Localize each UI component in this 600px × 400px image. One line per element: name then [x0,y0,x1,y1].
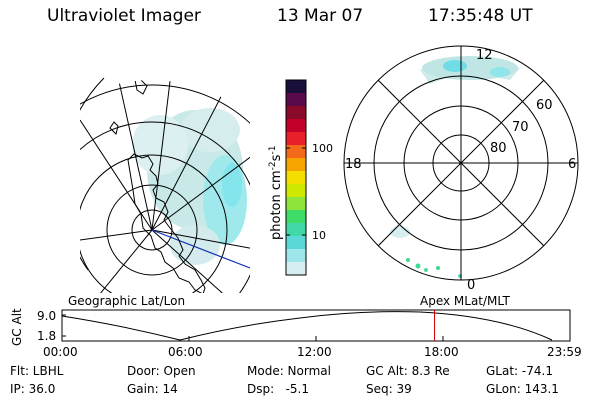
altitude-ytick-9: 9.0 [37,309,56,323]
gain-value: Gain: 14 [127,382,178,396]
altitude-xtick-06: 06:00 [168,345,203,359]
colorbar-scale [286,80,306,276]
altitude-xtick-2359: 23:59 [547,345,582,359]
colorbar-cell [286,145,306,159]
geographic-map [80,77,250,293]
gc-alt-value: GC Alt: 8.3 Re [366,364,450,378]
altitude-xtick-marks [61,336,571,341]
door-value: Door: Open [127,364,196,378]
colorbar-cell [286,236,306,250]
mode-value: Mode: Normal [247,364,331,378]
altitude-xtick-00: 00:00 [43,345,78,359]
colorbar-tick-100: 100 [312,142,333,155]
colorbar-cell [286,184,306,198]
colorbar-cell [286,132,306,146]
mlat-label-70: 70 [512,120,529,135]
altitude-ytick-1-8: 1.8 [37,329,56,343]
geo-terminator-line [151,229,250,269]
polar-diagonal-2 [377,79,545,247]
mlt-label-12: 12 [476,48,493,63]
colorbar-cell [286,119,306,133]
polar-panel-caption: Apex MLat/MLT [420,294,510,308]
geo-aurora-emission [132,108,247,265]
dsp-value: Dsp: -5.1 [247,382,310,396]
polar-aurora-emission [390,56,520,278]
colorbar-cell [286,249,306,263]
colorbar: 100 10 photon cm-2s-1 [268,79,333,276]
altitude-xtick-12: 12:00 [297,345,332,359]
colorbar-cell [286,262,306,276]
instrument-title: Ultraviolet Imager [47,6,201,26]
mlat-label-60: 60 [536,98,553,113]
geo-coastline [127,153,206,293]
geo-coastline-south-america [109,80,193,135]
altitude-timeline: 9.0 1.8 GC Alt [10,308,571,346]
colorbar-cell [286,210,306,224]
geo-limb-arc [80,77,105,271]
observation-time: 17:35:48 UT [428,6,533,26]
colorbar-cell [286,106,306,120]
glon-value: GLon: 143.1 [486,382,559,396]
colorbar-cell [286,158,306,172]
geo-panel-caption: Geographic Lat/Lon [68,294,185,308]
polar-map: 12 18 6 0 60 70 80 [343,45,579,293]
colorbar-cell [286,171,306,185]
colorbar-cell [286,197,306,211]
altitude-curve [61,311,553,341]
altitude-xtick-18: 18:00 [424,345,459,359]
filter-value: Flt: LBHL [10,364,64,378]
colorbar-tick-10: 10 [312,229,326,242]
observation-date: 13 Mar 07 [277,6,364,26]
seq-value: Seq: 39 [366,382,412,396]
mlt-label-18: 18 [345,157,362,172]
mlat-label-80: 80 [490,141,507,156]
colorbar-cell [286,93,306,107]
altitude-ylabel: GC Alt [10,308,24,346]
ip-value: IP: 36.0 [10,382,56,396]
colorbar-cell [286,223,306,237]
colorbar-label: photon cm-2s-1 [268,146,284,240]
glat-value: GLat: -74.1 [486,364,553,378]
colorbar-cell [286,80,306,94]
mlt-label-6: 6 [568,157,576,172]
mlt-label-0: 0 [467,278,475,293]
